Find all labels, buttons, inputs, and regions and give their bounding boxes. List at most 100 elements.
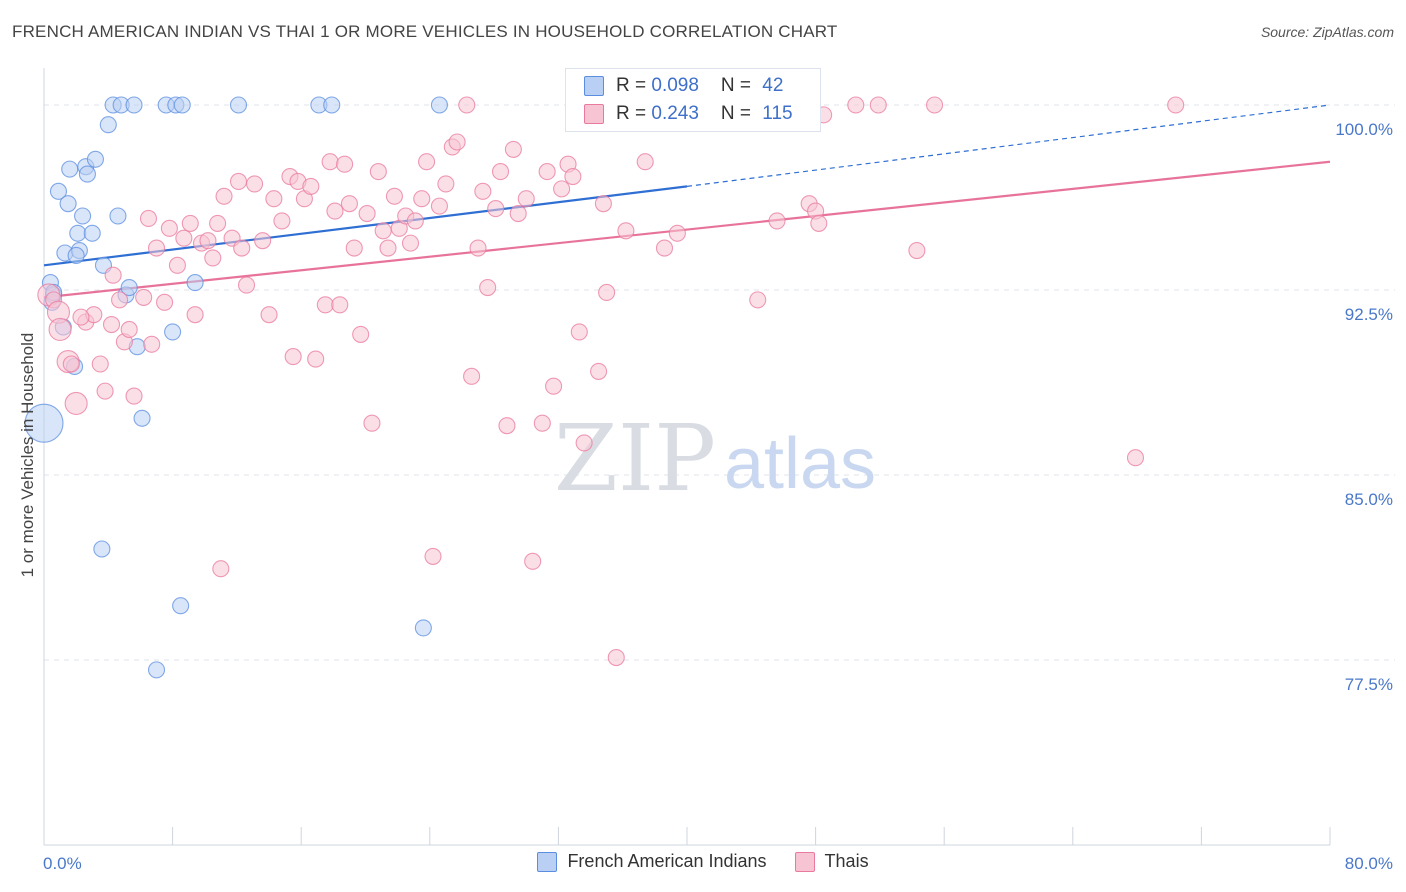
point-pink [406,212,424,230]
point-pink [636,153,654,171]
point-pink [321,153,339,171]
point-blue [120,278,138,297]
point-blue [49,182,68,200]
point-pink [908,241,926,260]
point-pink [307,350,325,368]
point-pink [48,317,72,342]
point-blue [125,96,143,114]
point-pink [869,96,887,114]
point-pink [463,367,481,385]
point-pink [926,96,944,114]
legend-n-label: N = [720,103,757,124]
tick-labels: 77.5% 85.0% 92.5% 100.0% 0.0% 80.0% [43,120,1393,873]
legend-n-value: 42 [762,75,784,96]
point-pink [181,214,199,232]
series-legend: French American Indians Thais [0,851,1406,872]
point-pink [479,278,497,297]
point-pink [156,293,174,311]
legend-n-value: 115 [762,103,793,124]
point-pink [260,306,278,324]
point-pink [374,222,392,240]
legend-row-pink: R = 0.243 N = 115 [584,101,793,127]
point-blue [172,597,190,615]
series-legend-pink: Thais [794,851,869,872]
legend-swatch-pink [584,104,604,124]
point-pink [668,224,686,242]
point-blue [430,96,448,114]
chart-title: FRENCH AMERICAN INDIAN VS THAI 1 OR MORE… [12,22,838,41]
point-pink [336,155,354,173]
point-pink [233,239,251,257]
point-pink [570,323,588,341]
point-pink [413,190,431,208]
point-pink [104,266,122,284]
point-pink [215,187,233,205]
legend-r-value: 0.098 [651,75,699,96]
trend-lines [43,104,1331,299]
point-pink [64,391,88,416]
point-blue [186,274,204,292]
point-pink [120,320,138,339]
trend-line-blue [43,185,688,267]
x-tick-label-min: 0.0% [43,854,82,873]
point-pink [564,167,582,186]
point-pink [316,296,334,314]
point-pink [209,214,227,232]
point-pink [331,296,349,314]
point-blue [99,116,117,134]
point-pink [401,234,420,252]
point-blue [24,403,64,443]
watermark-atlas: atlas [724,424,876,504]
series-swatch-blue [537,851,558,872]
point-pink [147,239,166,257]
point-pink [590,362,608,380]
point-pink [212,560,230,578]
point-pink [358,204,376,223]
point-pink [254,232,272,250]
point-pink [418,153,436,171]
y-tick-label: 100.0% [1335,120,1393,139]
point-pink [340,195,358,213]
point-pink [284,348,302,366]
point-blue [164,323,182,341]
series-swatch-pink [794,851,815,872]
point-pink [607,648,625,667]
point-pink [847,96,865,114]
point-pink [96,382,114,400]
point-pink [385,187,403,205]
point-pink [617,222,635,240]
gridlines [44,104,1395,661]
point-pink [135,288,153,306]
y-tick-label: 77.5% [1345,675,1393,694]
point-pink [273,212,291,230]
point-pink [345,239,363,257]
point-pink [509,204,527,223]
point-pink [91,355,109,373]
axes [43,68,1331,846]
point-pink [533,414,551,432]
point-pink [265,190,283,208]
point-blue [86,150,104,168]
point-blue [78,165,96,183]
point-pink [139,209,158,228]
y-tick-label: 85.0% [1345,490,1393,509]
point-pink [575,434,593,452]
point-blue [83,224,101,242]
point-pink [517,190,535,208]
point-blue [133,409,151,427]
series-legend-blue: French American Indians [537,851,767,872]
data-points [24,96,1185,679]
point-blue [323,96,341,114]
legend-n-label: N = [720,75,757,96]
point-pink [379,239,397,257]
point-pink [352,325,370,343]
point-blue [147,661,166,679]
point-pink [229,172,248,191]
point-blue [109,207,127,225]
point-pink [768,212,786,230]
point-pink [598,283,616,302]
point-blue [61,160,79,178]
legend-r-label: R = [616,75,652,96]
legend-swatch-blue [584,76,604,96]
